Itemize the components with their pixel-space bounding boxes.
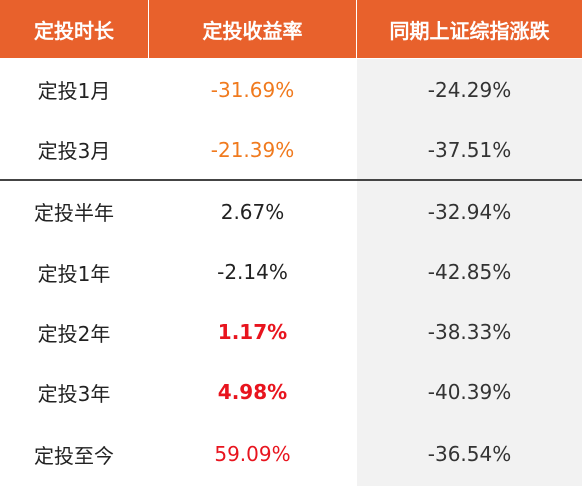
table-row: 定投半年 2.67% -32.94% (0, 181, 582, 242)
cell: 2.67% (220, 199, 285, 224)
cell: -37.51% (357, 120, 582, 179)
cell: 定投3年 (37, 381, 111, 406)
header-cell: 定投时长 (0, 0, 148, 58)
table-row: 定投至今 59.09% -36.54% (0, 422, 582, 486)
cell: 定投2年 (37, 321, 111, 346)
cell: 定投1年 (37, 261, 111, 286)
header-cell: 定投收益率 (149, 0, 356, 58)
cell: -32.94% (357, 181, 582, 242)
cell: -31.69% (210, 77, 295, 102)
cell: -40.39% (357, 362, 582, 422)
cell: -21.39% (210, 137, 295, 162)
table-row: 定投3年 4.98% -40.39% (0, 362, 582, 422)
cell: -2.14% (217, 260, 288, 284)
cell: -24.29% (357, 59, 582, 120)
cell: -42.85% (357, 242, 582, 302)
table-row: 定投1月 -31.69% -24.29% (0, 59, 582, 120)
cell: 定投1月 (37, 79, 111, 103)
table-row: 定投2年 1.17% -38.33% (0, 302, 582, 362)
cell: -38.33% (357, 302, 582, 362)
separator (0, 179, 582, 181)
table-row: 定投3月 -21.39% -37.51% (0, 120, 582, 179)
cell: -36.54% (357, 422, 582, 486)
header-row: 定投时长 定投收益率 同期上证综指涨跌 (0, 0, 582, 58)
cell: 1.17% (217, 320, 288, 344)
cell: 定投至今 (34, 443, 114, 468)
cell: 59.09% (214, 442, 291, 466)
table-row: 定投1年 -2.14% -42.85% (0, 242, 582, 302)
cell: 4.98% (217, 380, 288, 404)
header-cell: 同期上证综指涨跌 (357, 0, 582, 58)
cell: 定投半年 (34, 201, 114, 225)
cell: 定投3月 (37, 139, 111, 163)
